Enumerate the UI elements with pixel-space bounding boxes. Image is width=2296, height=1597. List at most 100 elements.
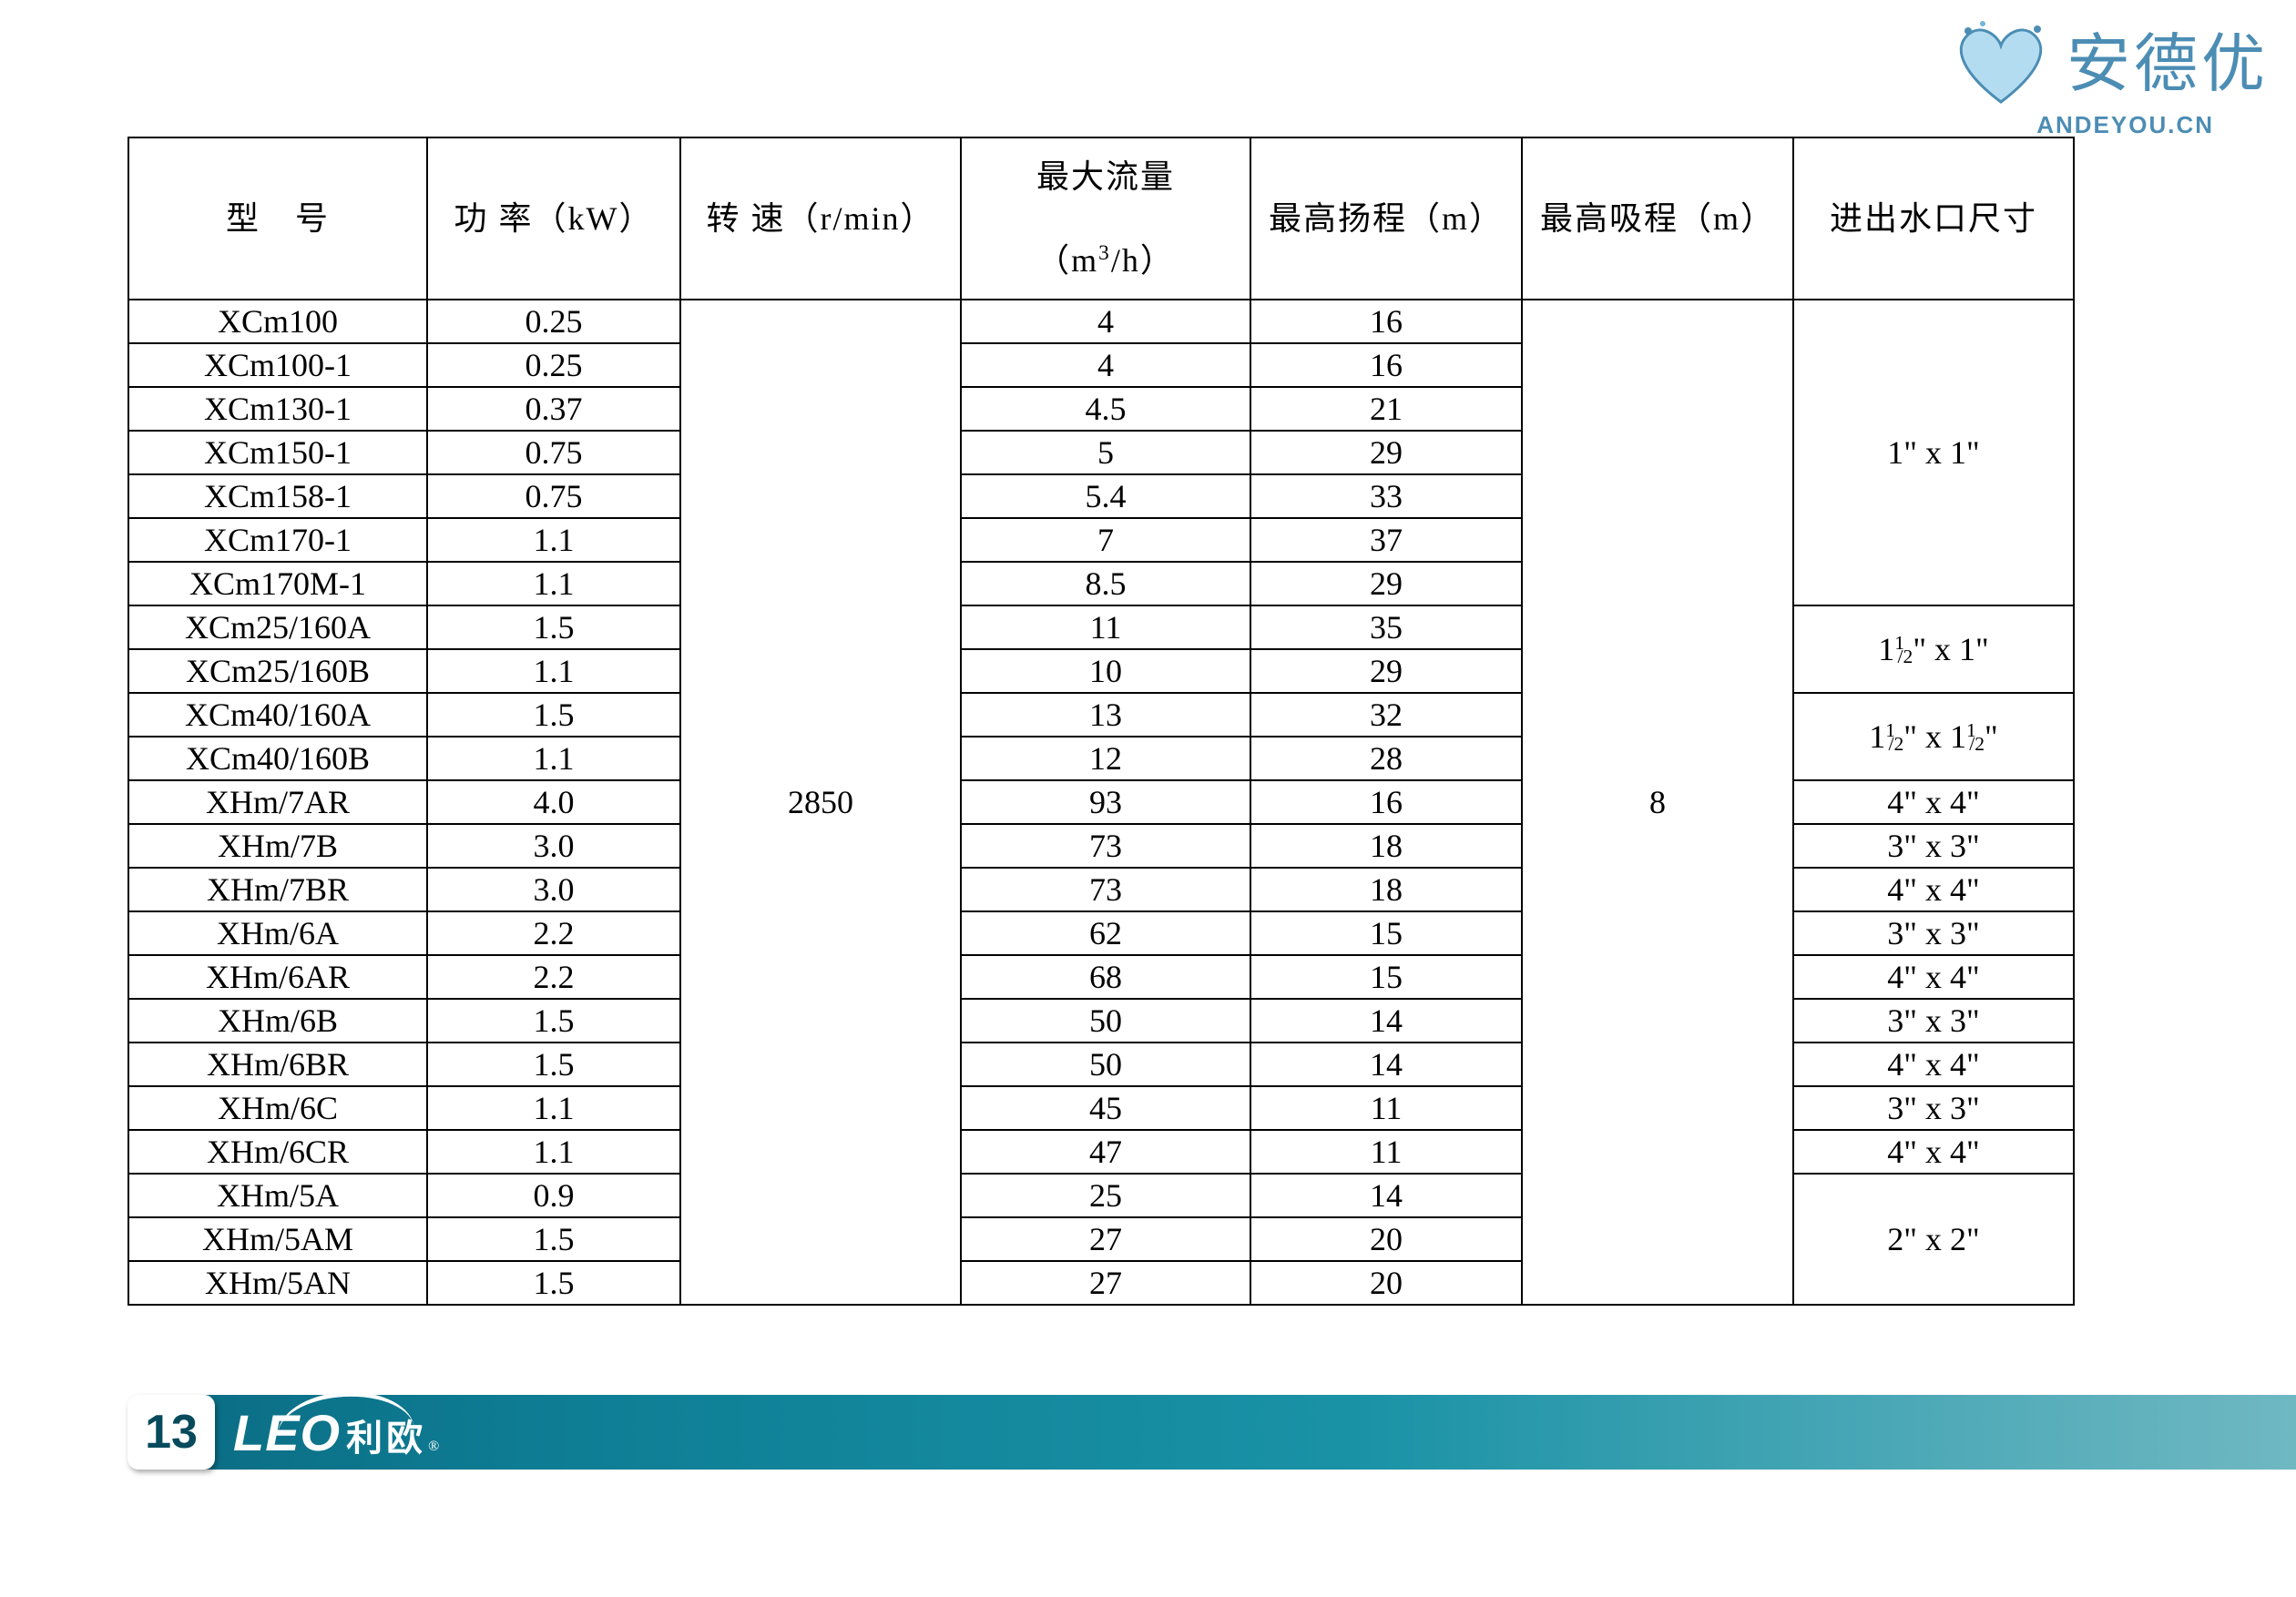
cell-power: 1.1 [427,518,680,562]
cell-flow: 4.5 [961,387,1250,431]
cell-model: XHm/6AR [128,955,427,999]
cell-power: 1.5 [427,1217,680,1261]
footer-brand: LEO 利欧 ® [233,1403,439,1462]
watermark-domain: ANDEYOU.CN [2036,111,2214,139]
cell-model: XCm130-1 [128,387,427,431]
cell-model: XCm25/160B [128,649,427,693]
cell-power: 3.0 [427,824,680,868]
cell-port: 11/2" x 11/2" [1793,693,2074,780]
cell-port: 11/2" x 1" [1793,605,2074,693]
cell-model: XHm/5AN [128,1261,427,1305]
cell-port: 2" x 2" [1793,1174,2074,1305]
table-row: XCm1000.25285041681" x 1" [128,300,2074,343]
cell-head: 14 [1250,1043,1522,1086]
cell-flow: 8.5 [961,562,1250,605]
cell-speed: 2850 [680,300,961,1305]
cell-model: XHm/6CR [128,1130,427,1174]
cell-head: 20 [1250,1261,1522,1305]
cell-flow: 27 [961,1217,1250,1261]
col-flow: 最大流量（m3/h） [961,137,1250,300]
cell-port: 3" x 3" [1793,999,2074,1043]
cell-head: 16 [1250,343,1522,387]
cell-model: XHm/7BR [128,868,427,911]
watermark-brand-cn: 安德优 [2066,34,2269,97]
cell-head: 16 [1250,780,1522,824]
cell-power: 1.1 [427,1086,680,1130]
cell-port: 1" x 1" [1793,300,2074,605]
cell-port: 4" x 4" [1793,868,2074,911]
cell-head: 33 [1250,474,1522,518]
cell-power: 0.25 [427,300,680,343]
cell-flow: 4 [961,343,1250,387]
cell-power: 0.37 [427,387,680,431]
cell-model: XHm/5AM [128,1217,427,1261]
cell-flow: 50 [961,1043,1250,1086]
cell-port: 4" x 4" [1793,1043,2074,1086]
cell-port: 4" x 4" [1793,1130,2074,1174]
cell-port: 4" x 4" [1793,780,2074,824]
cell-flow: 5 [961,431,1250,474]
cell-head: 37 [1250,518,1522,562]
cell-power: 1.1 [427,1130,680,1174]
cell-power: 1.5 [427,1261,680,1305]
cell-flow: 47 [961,1130,1250,1174]
cell-power: 1.5 [427,999,680,1043]
cell-flow: 13 [961,693,1250,737]
brand-latin: LEO [233,1403,341,1462]
page: 安德优 ANDEYOU.CN 型 号 功 率（kW） 转 速（r/min） 最大… [0,0,2296,1597]
table-header-row: 型 号 功 率（kW） 转 速（r/min） 最大流量（m3/h） 最高扬程（m… [128,137,2074,300]
cell-power: 1.1 [427,562,680,605]
cell-model: XHm/6A [128,911,427,955]
col-flow-sup: 3 [1098,241,1111,265]
cell-power: 2.2 [427,955,680,999]
footer: 13 LEO 利欧 ® [128,1395,2296,1470]
footer-bar: LEO 利欧 ® [202,1395,2296,1470]
cell-head: 14 [1250,999,1522,1043]
brand-registered: ® [428,1439,439,1455]
cell-power: 1.1 [427,649,680,693]
cell-power: 1.1 [427,737,680,780]
cell-power: 0.75 [427,474,680,518]
page-number: 13 [128,1395,215,1470]
cell-model: XCm170-1 [128,518,427,562]
cell-power: 4.0 [427,780,680,824]
cell-power: 2.2 [427,911,680,955]
cell-flow: 62 [961,911,1250,955]
cell-flow: 68 [961,955,1250,999]
cell-model: XHm/6C [128,1086,427,1130]
cell-head: 16 [1250,300,1522,343]
cell-flow: 5.4 [961,474,1250,518]
cell-model: XHm/6B [128,999,427,1043]
cell-head: 29 [1250,431,1522,474]
cell-model: XHm/7AR [128,780,427,824]
watermark-heart-icon [1946,20,2056,111]
cell-flow: 7 [961,518,1250,562]
cell-head: 20 [1250,1217,1522,1261]
cell-head: 11 [1250,1130,1522,1174]
cell-model: XCm158-1 [128,474,427,518]
cell-port: 3" x 3" [1793,824,2074,868]
cell-head: 14 [1250,1174,1522,1217]
col-model: 型 号 [128,137,427,300]
cell-model: XCm100-1 [128,343,427,387]
cell-model: XCm100 [128,300,427,343]
cell-head: 21 [1250,387,1522,431]
cell-head: 11 [1250,1086,1522,1130]
cell-flow: 25 [961,1174,1250,1217]
cell-flow: 93 [961,780,1250,824]
cell-model: XHm/6BR [128,1043,427,1086]
cell-flow: 10 [961,649,1250,693]
cell-power: 3.0 [427,868,680,911]
cell-suction: 8 [1522,300,1793,1305]
cell-power: 0.9 [427,1174,680,1217]
cell-flow: 50 [961,999,1250,1043]
cell-flow: 12 [961,737,1250,780]
cell-flow: 73 [961,868,1250,911]
cell-model: XCm150-1 [128,431,427,474]
col-suction: 最高吸程（m） [1522,137,1793,300]
cell-power: 1.5 [427,605,680,649]
cell-model: XCm170M-1 [128,562,427,605]
cell-head: 15 [1250,955,1522,999]
cell-model: XCm25/160A [128,605,427,649]
col-power: 功 率（kW） [427,137,680,300]
